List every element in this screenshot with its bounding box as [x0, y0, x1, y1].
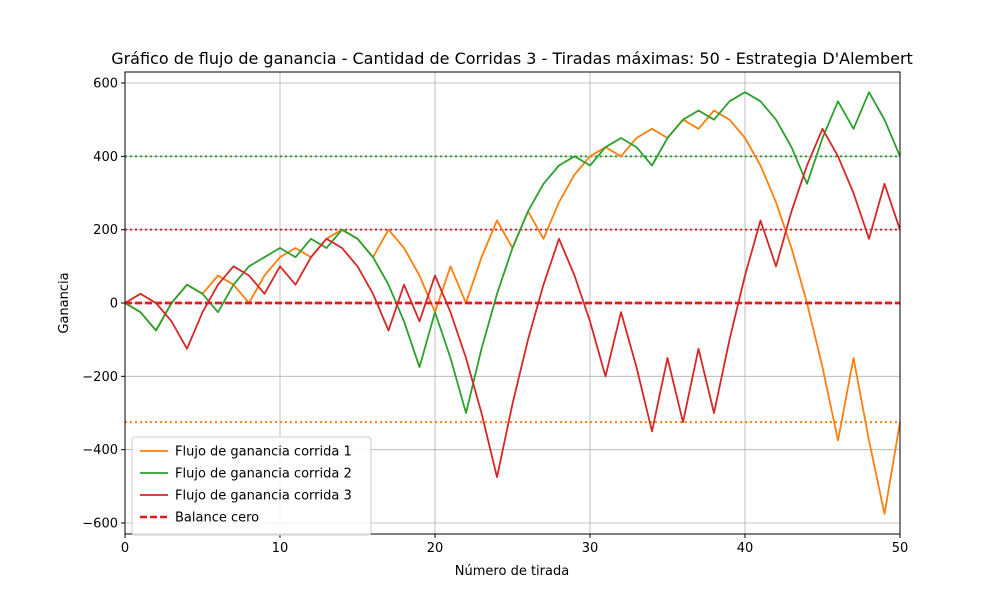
- y-tick-label: −600: [82, 517, 118, 532]
- legend: Flujo de ganancia corrida 1 Flujo de gana…: [131, 436, 372, 536]
- x-axis-label: Número de tirada: [455, 564, 569, 579]
- legend-label: Flujo de ganancia corrida 3: [175, 489, 352, 504]
- x-tick-label: 30: [582, 541, 599, 556]
- y-tick-label: −400: [82, 443, 118, 458]
- y-axis-label: Ganancia: [57, 272, 72, 333]
- y-tick-label: 200: [93, 223, 118, 238]
- y-tick-label: 0: [110, 297, 118, 312]
- y-tick-label: −200: [82, 370, 118, 385]
- x-tick-label: 10: [272, 541, 289, 556]
- y-tick-label: 400: [93, 150, 118, 165]
- legend-label: Flujo de ganancia corrida 1: [175, 445, 352, 460]
- y-tick-label: 600: [93, 77, 118, 92]
- legend-box: [131, 436, 372, 536]
- plot-area: 0 10 20 30 40 50 −600 −400 −200 0 200 400 600: [82, 71, 909, 556]
- x-tick-label: 50: [892, 541, 909, 556]
- series-line-corrida-3: [124, 127, 901, 479]
- legend-label: Balance cero: [175, 511, 259, 526]
- chart-title: Gráfico de flujo de ganancia - Cantidad …: [111, 49, 913, 68]
- x-tick-label: 40: [737, 541, 754, 556]
- legend-label: Flujo de ganancia corrida 2: [175, 467, 352, 482]
- x-tick-label: 20: [427, 541, 444, 556]
- series-line-corrida-2: [124, 91, 901, 414]
- x-tick-label: 0: [121, 541, 129, 556]
